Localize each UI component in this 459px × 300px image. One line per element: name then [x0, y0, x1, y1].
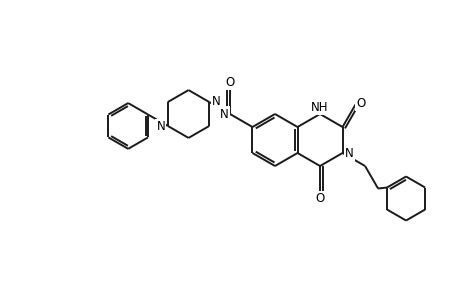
Text: N: N — [212, 94, 220, 107]
Text: N: N — [219, 107, 228, 121]
Text: N: N — [344, 146, 353, 160]
Text: N: N — [156, 121, 165, 134]
Text: O: O — [315, 193, 324, 206]
Text: O: O — [355, 97, 364, 110]
Text: NH: NH — [311, 100, 328, 113]
Text: O: O — [225, 76, 234, 88]
